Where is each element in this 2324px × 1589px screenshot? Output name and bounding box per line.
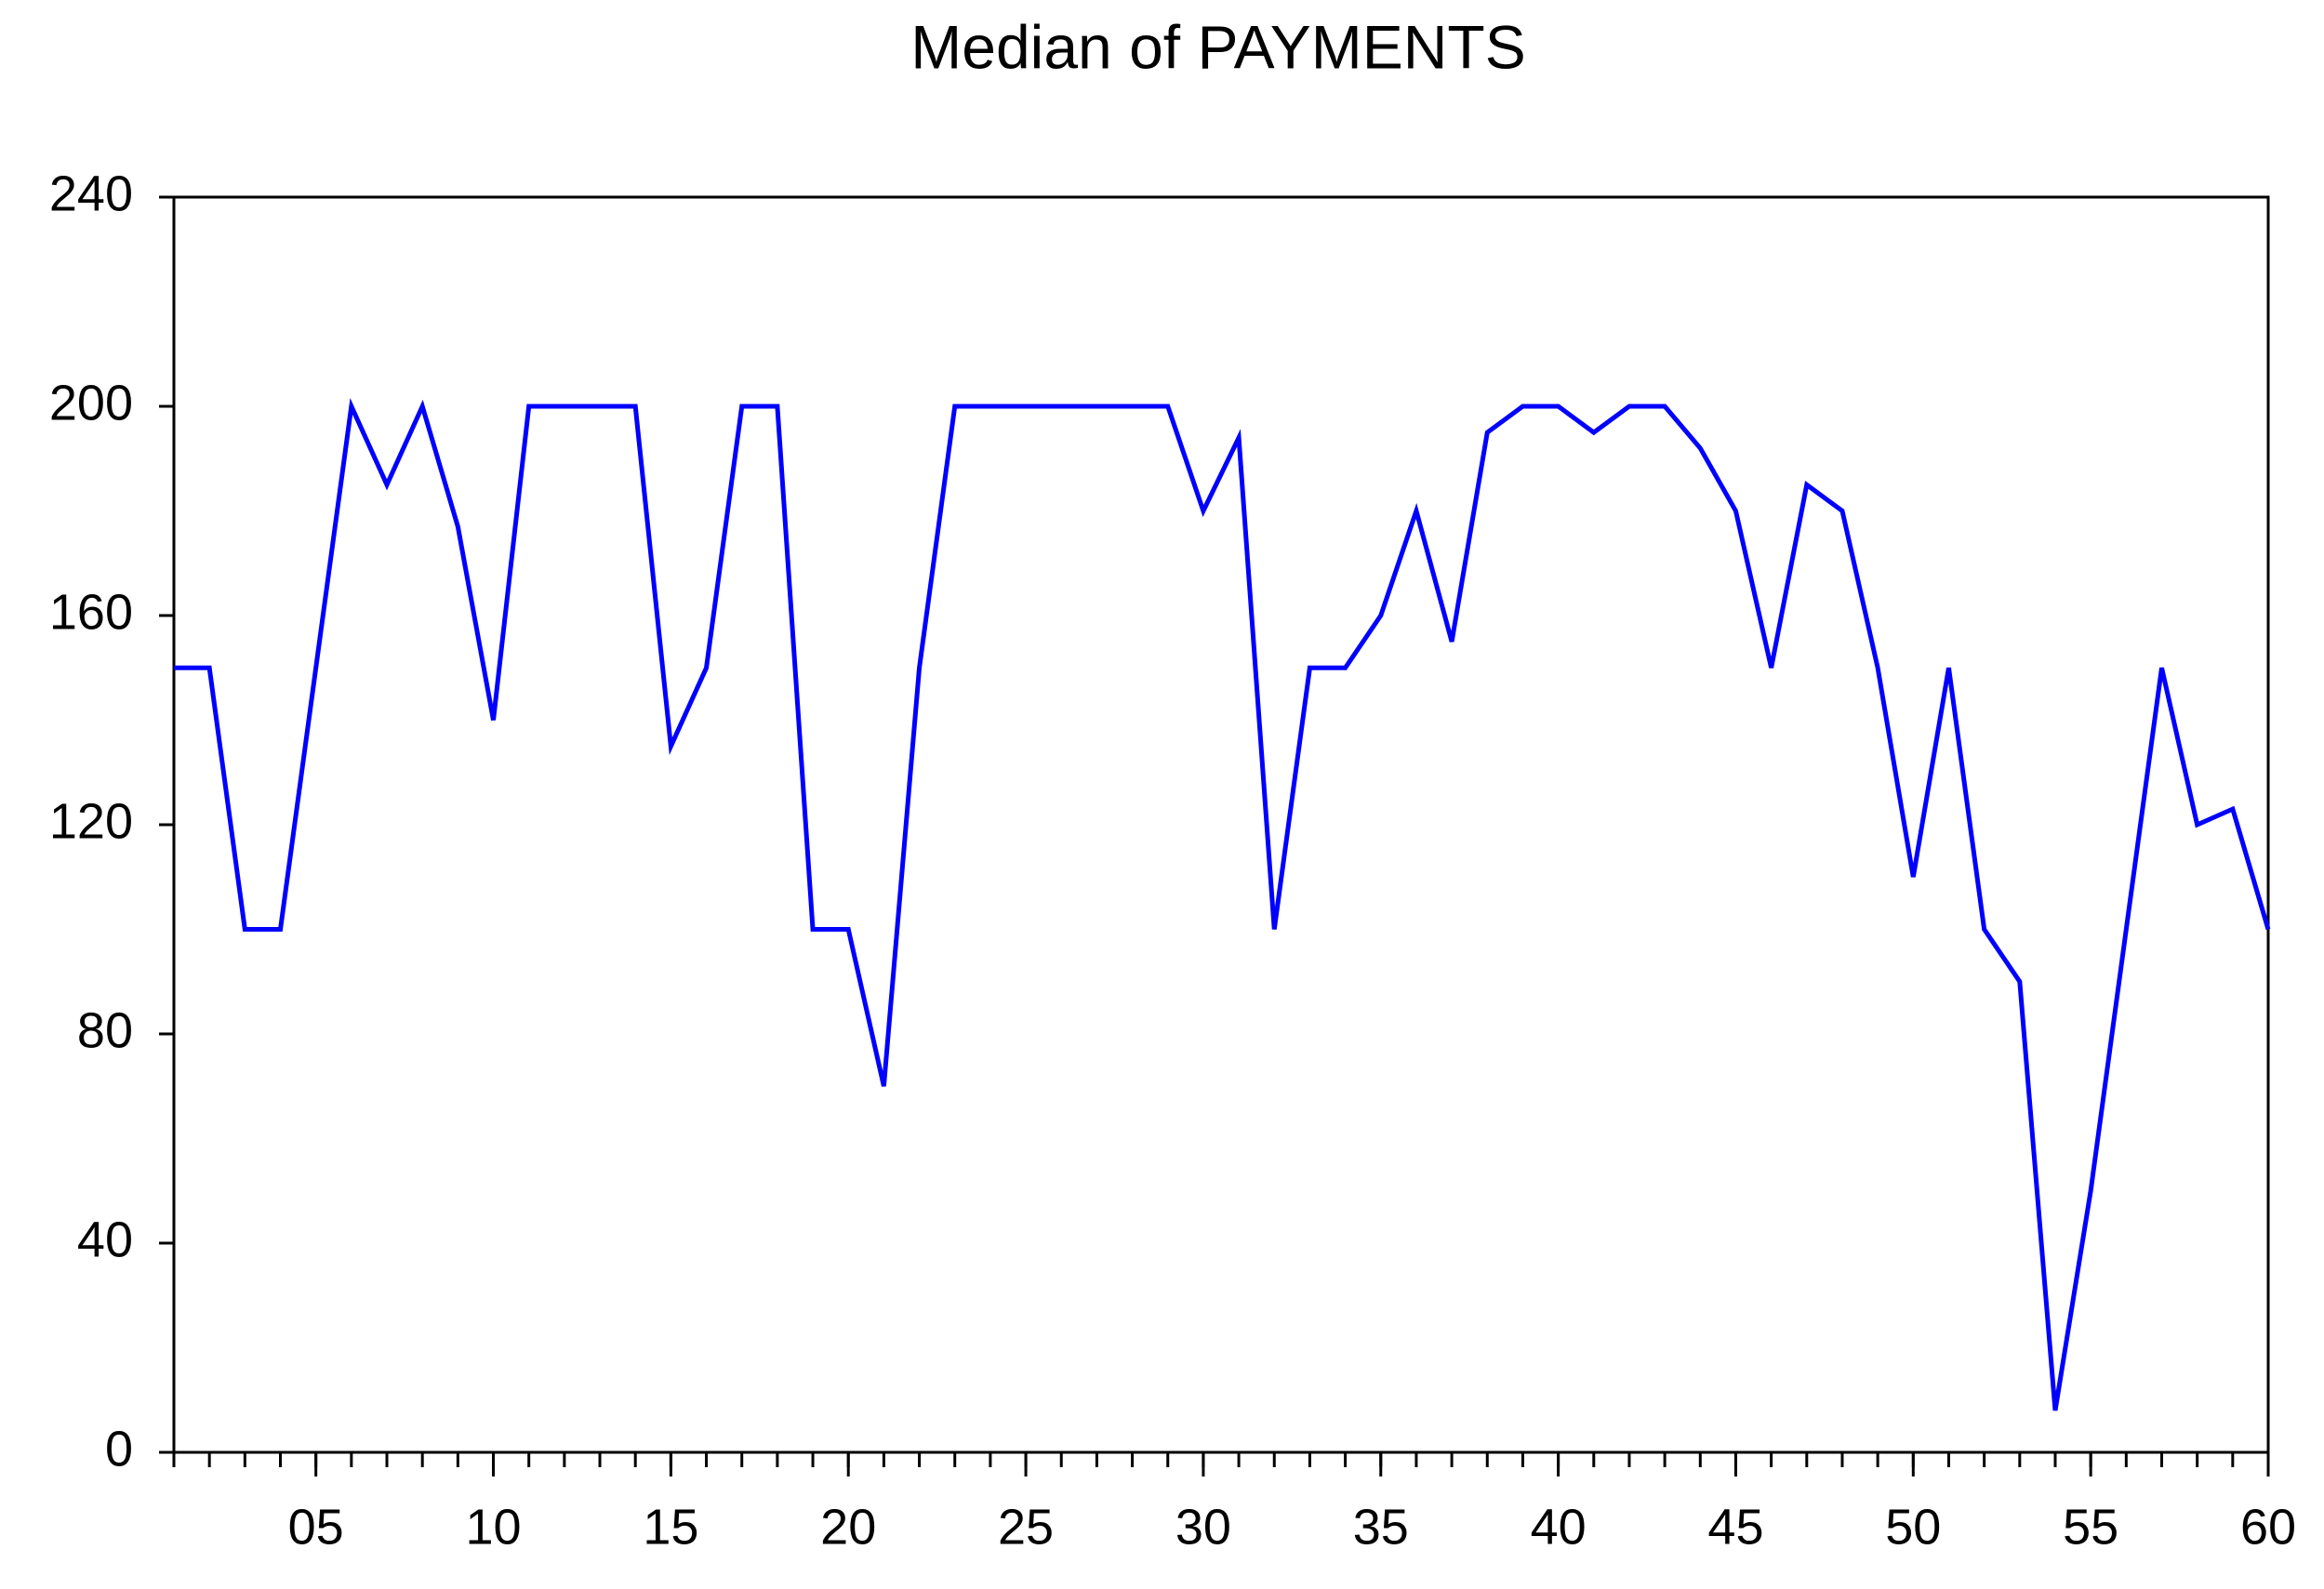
y-tick-label: 200 [49,375,133,430]
data-line [174,398,2271,1411]
x-tick-label: 45 [1707,1499,1763,1555]
y-tick-label: 160 [49,584,133,640]
y-tick-label: 80 [77,1002,133,1058]
x-tick-label: 55 [2063,1499,2118,1555]
x-tick-label: 30 [1175,1499,1231,1555]
x-tick-label: 50 [1885,1499,1941,1555]
plot-frame [172,195,2270,1454]
x-tick-label: 10 [465,1499,521,1555]
chart-title: Median of PAYMENTS [910,12,1525,81]
x-tick-label: 15 [643,1499,698,1555]
x-tick-label: 35 [1353,1499,1409,1555]
x-tick-label: 25 [998,1499,1054,1555]
y-tick-label: 120 [49,793,133,849]
y-tick-label: 240 [49,166,133,221]
y-tick-label: 40 [77,1212,133,1267]
x-tick-label: 60 [2240,1499,2296,1555]
x-tick-label: 05 [288,1499,344,1555]
x-tick-label: 40 [1531,1499,1587,1555]
y-tick-label: 0 [105,1421,133,1476]
x-tick-label: 20 [820,1499,876,1555]
